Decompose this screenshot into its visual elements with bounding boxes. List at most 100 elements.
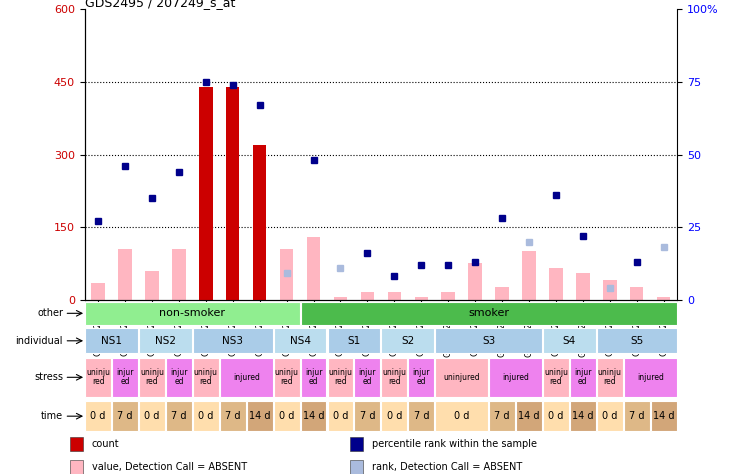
FancyBboxPatch shape [543, 401, 569, 431]
Text: uninju
red: uninju red [544, 368, 568, 386]
Bar [91, 283, 105, 300]
FancyBboxPatch shape [543, 328, 595, 354]
FancyBboxPatch shape [193, 401, 219, 431]
FancyBboxPatch shape [355, 401, 381, 431]
FancyBboxPatch shape [139, 358, 165, 397]
Text: injur
ed: injur ed [574, 368, 592, 386]
Text: 0 d: 0 d [333, 411, 348, 421]
Bar [657, 297, 670, 300]
FancyBboxPatch shape [300, 358, 327, 397]
FancyBboxPatch shape [328, 401, 353, 431]
Text: injured: injured [502, 373, 529, 382]
Bar [388, 292, 401, 300]
Text: count: count [92, 439, 120, 449]
Text: NS1: NS1 [101, 336, 122, 346]
Text: uninju
red: uninju red [140, 368, 164, 386]
FancyBboxPatch shape [489, 401, 515, 431]
Text: uninju
red: uninju red [598, 368, 622, 386]
FancyBboxPatch shape [328, 358, 353, 397]
Text: individual: individual [15, 336, 63, 346]
Text: injur
ed: injur ed [412, 368, 430, 386]
Text: 0 d: 0 d [454, 411, 470, 421]
FancyBboxPatch shape [274, 358, 300, 397]
Bar [576, 273, 590, 300]
FancyBboxPatch shape [85, 401, 111, 431]
FancyBboxPatch shape [247, 401, 272, 431]
Text: GDS2495 / 207249_s_at: GDS2495 / 207249_s_at [85, 0, 235, 9]
Bar [414, 297, 428, 300]
Bar [350, 437, 363, 451]
Text: 0 d: 0 d [198, 411, 213, 421]
Bar [280, 249, 294, 300]
Text: percentile rank within the sample: percentile rank within the sample [372, 439, 537, 449]
Text: 7 d: 7 d [629, 411, 645, 421]
Text: 14 d: 14 d [302, 411, 325, 421]
FancyBboxPatch shape [139, 328, 192, 354]
FancyBboxPatch shape [381, 358, 407, 397]
Text: injur
ed: injur ed [170, 368, 188, 386]
Text: injur
ed: injur ed [305, 368, 322, 386]
FancyBboxPatch shape [381, 328, 434, 354]
Text: 0 d: 0 d [602, 411, 618, 421]
Text: injured: injured [637, 373, 664, 382]
Bar [70, 437, 83, 451]
FancyBboxPatch shape [166, 358, 192, 397]
Text: 0 d: 0 d [91, 411, 106, 421]
FancyBboxPatch shape [570, 358, 595, 397]
FancyBboxPatch shape [435, 358, 488, 397]
Text: 7 d: 7 d [495, 411, 510, 421]
Text: 7 d: 7 d [225, 411, 241, 421]
Text: 14 d: 14 d [653, 411, 674, 421]
Text: uninju
red: uninju red [382, 368, 406, 386]
Text: 7 d: 7 d [360, 411, 375, 421]
Text: injur
ed: injur ed [358, 368, 376, 386]
FancyBboxPatch shape [139, 401, 165, 431]
Text: 7 d: 7 d [171, 411, 187, 421]
Bar [333, 297, 347, 300]
FancyBboxPatch shape [570, 401, 595, 431]
Text: S3: S3 [482, 336, 495, 346]
Bar [630, 288, 643, 300]
Text: uninju
red: uninju red [275, 368, 299, 386]
Text: other: other [37, 308, 63, 319]
Text: injur
ed: injur ed [116, 368, 134, 386]
Bar [226, 87, 239, 300]
Text: smoker: smoker [468, 308, 509, 319]
FancyBboxPatch shape [624, 358, 676, 397]
Text: uninju
red: uninju red [328, 368, 353, 386]
FancyBboxPatch shape [408, 358, 434, 397]
FancyBboxPatch shape [435, 401, 488, 431]
Text: S5: S5 [630, 336, 643, 346]
Text: NS2: NS2 [155, 336, 176, 346]
Text: 0 d: 0 d [279, 411, 294, 421]
Text: value, Detection Call = ABSENT: value, Detection Call = ABSENT [92, 462, 247, 472]
Text: rank, Detection Call = ABSENT: rank, Detection Call = ABSENT [372, 462, 522, 472]
FancyBboxPatch shape [85, 328, 138, 354]
Text: 14 d: 14 d [518, 411, 539, 421]
Text: non-smoker: non-smoker [160, 308, 225, 319]
Text: uninju
red: uninju red [194, 368, 218, 386]
Text: 0 d: 0 d [548, 411, 564, 421]
FancyBboxPatch shape [597, 401, 623, 431]
FancyBboxPatch shape [274, 328, 327, 354]
FancyBboxPatch shape [193, 328, 272, 354]
FancyBboxPatch shape [597, 358, 623, 397]
FancyBboxPatch shape [274, 401, 300, 431]
FancyBboxPatch shape [408, 401, 434, 431]
Text: NS3: NS3 [222, 336, 244, 346]
Bar [70, 460, 83, 474]
FancyBboxPatch shape [516, 401, 542, 431]
FancyBboxPatch shape [543, 358, 569, 397]
Text: injured: injured [233, 373, 260, 382]
FancyBboxPatch shape [220, 401, 246, 431]
Bar [253, 145, 266, 300]
FancyBboxPatch shape [85, 358, 111, 397]
Text: 14 d: 14 d [572, 411, 594, 421]
Bar [523, 251, 536, 300]
FancyBboxPatch shape [435, 328, 542, 354]
Bar [468, 264, 482, 300]
Bar [172, 249, 185, 300]
Text: S1: S1 [347, 336, 361, 346]
Bar [350, 460, 363, 474]
FancyBboxPatch shape [166, 401, 192, 431]
